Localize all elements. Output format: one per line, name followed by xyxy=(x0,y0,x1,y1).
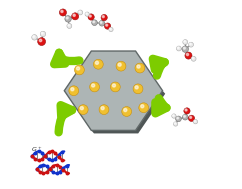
Circle shape xyxy=(110,82,120,92)
Circle shape xyxy=(172,114,176,118)
Circle shape xyxy=(93,59,103,69)
Circle shape xyxy=(32,35,37,40)
Circle shape xyxy=(190,116,192,118)
Circle shape xyxy=(124,108,127,112)
Circle shape xyxy=(173,115,174,116)
Circle shape xyxy=(188,115,195,122)
Circle shape xyxy=(89,15,91,17)
Circle shape xyxy=(139,103,149,113)
Circle shape xyxy=(71,88,74,91)
Circle shape xyxy=(72,13,79,20)
Circle shape xyxy=(85,12,89,16)
Circle shape xyxy=(135,63,145,73)
Circle shape xyxy=(41,32,43,34)
Circle shape xyxy=(78,105,88,115)
Circle shape xyxy=(76,67,80,70)
Circle shape xyxy=(177,47,179,49)
Circle shape xyxy=(174,123,176,124)
Circle shape xyxy=(137,65,140,68)
Circle shape xyxy=(116,61,126,71)
Circle shape xyxy=(183,40,188,45)
Circle shape xyxy=(186,53,189,56)
Circle shape xyxy=(174,122,178,126)
Circle shape xyxy=(185,52,192,59)
Polygon shape xyxy=(64,51,165,133)
Circle shape xyxy=(118,63,121,66)
Circle shape xyxy=(182,114,188,120)
Circle shape xyxy=(39,39,42,42)
Circle shape xyxy=(185,109,187,111)
Circle shape xyxy=(184,41,185,42)
Circle shape xyxy=(68,24,69,26)
Text: $G^+$: $G^+$ xyxy=(31,145,43,154)
Circle shape xyxy=(93,21,95,23)
Circle shape xyxy=(109,27,113,32)
Circle shape xyxy=(182,46,189,52)
Circle shape xyxy=(193,120,198,124)
Circle shape xyxy=(73,14,75,16)
Circle shape xyxy=(112,84,115,87)
Polygon shape xyxy=(64,51,163,130)
Circle shape xyxy=(67,23,72,28)
Circle shape xyxy=(61,10,63,12)
Circle shape xyxy=(135,86,138,89)
Circle shape xyxy=(90,82,99,92)
Circle shape xyxy=(38,38,45,46)
Circle shape xyxy=(133,84,143,94)
Circle shape xyxy=(176,116,181,122)
Circle shape xyxy=(99,20,105,26)
Circle shape xyxy=(184,108,190,114)
Circle shape xyxy=(86,13,87,14)
Circle shape xyxy=(192,57,194,59)
Circle shape xyxy=(141,105,144,108)
Circle shape xyxy=(95,61,98,64)
Circle shape xyxy=(110,28,111,29)
Circle shape xyxy=(91,84,95,87)
Circle shape xyxy=(176,46,181,51)
Circle shape xyxy=(80,107,83,110)
Circle shape xyxy=(101,107,104,110)
Circle shape xyxy=(40,31,46,37)
Circle shape xyxy=(66,17,68,19)
Circle shape xyxy=(99,105,109,115)
Circle shape xyxy=(92,20,97,26)
Circle shape xyxy=(191,56,196,61)
Circle shape xyxy=(194,120,196,122)
Circle shape xyxy=(33,36,35,37)
Circle shape xyxy=(177,117,179,119)
Circle shape xyxy=(183,47,185,49)
Circle shape xyxy=(102,16,104,18)
Circle shape xyxy=(106,24,108,26)
Circle shape xyxy=(105,23,111,29)
Circle shape xyxy=(65,16,71,22)
Circle shape xyxy=(184,115,185,117)
Circle shape xyxy=(78,10,83,15)
Circle shape xyxy=(122,107,132,116)
Circle shape xyxy=(79,11,80,12)
Circle shape xyxy=(88,14,94,20)
Circle shape xyxy=(100,22,102,23)
Circle shape xyxy=(69,86,79,96)
Circle shape xyxy=(189,43,191,45)
Circle shape xyxy=(59,9,67,16)
Circle shape xyxy=(101,15,107,21)
Circle shape xyxy=(75,65,84,75)
Circle shape xyxy=(189,42,194,47)
